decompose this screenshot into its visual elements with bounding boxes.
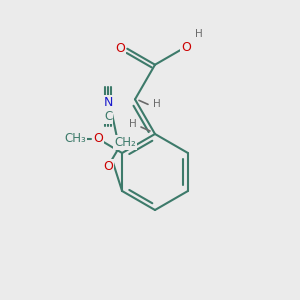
Text: H: H	[195, 29, 203, 39]
Text: O: O	[181, 41, 191, 54]
Text: CH₃: CH₃	[64, 133, 86, 146]
Text: O: O	[115, 42, 125, 55]
Text: O: O	[93, 133, 103, 146]
Text: CH₂: CH₂	[114, 136, 136, 149]
Text: C: C	[104, 110, 112, 123]
Text: H: H	[129, 119, 137, 129]
Text: O: O	[103, 160, 113, 173]
Text: H: H	[153, 99, 161, 110]
Text: N: N	[103, 96, 113, 109]
